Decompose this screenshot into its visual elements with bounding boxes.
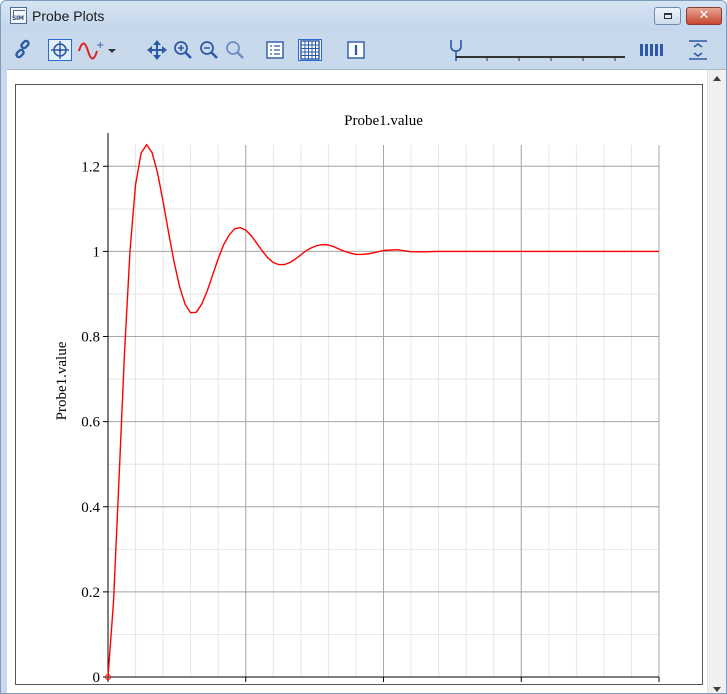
- y-tick-label: 1.2: [81, 159, 100, 175]
- svg-text:+: +: [96, 40, 104, 51]
- chart-title: Probe1.value: [344, 113, 423, 129]
- minimize-icon: [664, 13, 672, 19]
- grid-icon[interactable]: [298, 39, 322, 61]
- scroll-down-icon[interactable]: [713, 687, 721, 692]
- close-icon: ✕: [698, 8, 710, 23]
- series-line: [107, 143, 659, 678]
- y-tick-label: 0.6: [81, 415, 100, 431]
- app-icon: SIM: [10, 7, 27, 24]
- bar-icon[interactable]: [638, 39, 664, 61]
- scroll-up-icon[interactable]: [713, 76, 721, 81]
- title-bar[interactable]: SIM Probe Plots ✕: [1, 1, 726, 31]
- pan-icon[interactable]: [145, 39, 169, 61]
- zoom-out-icon[interactable]: [197, 39, 221, 61]
- dropdown-arrow-icon[interactable]: [106, 39, 118, 61]
- y-tick-label: 0.8: [81, 330, 100, 346]
- y-axis-label: Probe1.value: [54, 341, 70, 420]
- zoom-in-icon[interactable]: [171, 39, 195, 61]
- chart[interactable]: 00.050.100.150.2000.20.40.60.811.2Probe1…: [16, 85, 702, 693]
- plot-frame: 00.050.100.150.2000.20.40.60.811.2Probe1…: [15, 84, 703, 693]
- vertical-scrollbar[interactable]: [707, 70, 726, 693]
- y-tick-label: 1: [93, 244, 101, 260]
- y-tick-label: 0.4: [81, 500, 100, 516]
- minimize-button[interactable]: [654, 7, 681, 25]
- cursor-icon[interactable]: [344, 39, 368, 61]
- legend-icon[interactable]: [263, 39, 287, 61]
- window-title: Probe Plots: [32, 8, 105, 24]
- grid: [108, 145, 660, 677]
- y-tick-label: 0.2: [81, 585, 100, 601]
- y-tick-label: 0: [93, 670, 101, 684]
- series-start-point: [105, 674, 111, 680]
- crosshair-icon[interactable]: [48, 39, 72, 61]
- fit-icon[interactable]: [686, 39, 710, 61]
- zoom-reset-icon[interactable]: [223, 39, 247, 61]
- plot-toolbar: +: [1, 31, 726, 69]
- close-button[interactable]: ✕: [686, 7, 722, 25]
- curve-add-icon[interactable]: +: [76, 39, 106, 61]
- plot-area: 00.050.100.150.2000.20.40.60.811.2Probe1…: [7, 69, 726, 693]
- slider-icon[interactable]: [447, 37, 627, 65]
- link-icon[interactable]: [11, 39, 35, 61]
